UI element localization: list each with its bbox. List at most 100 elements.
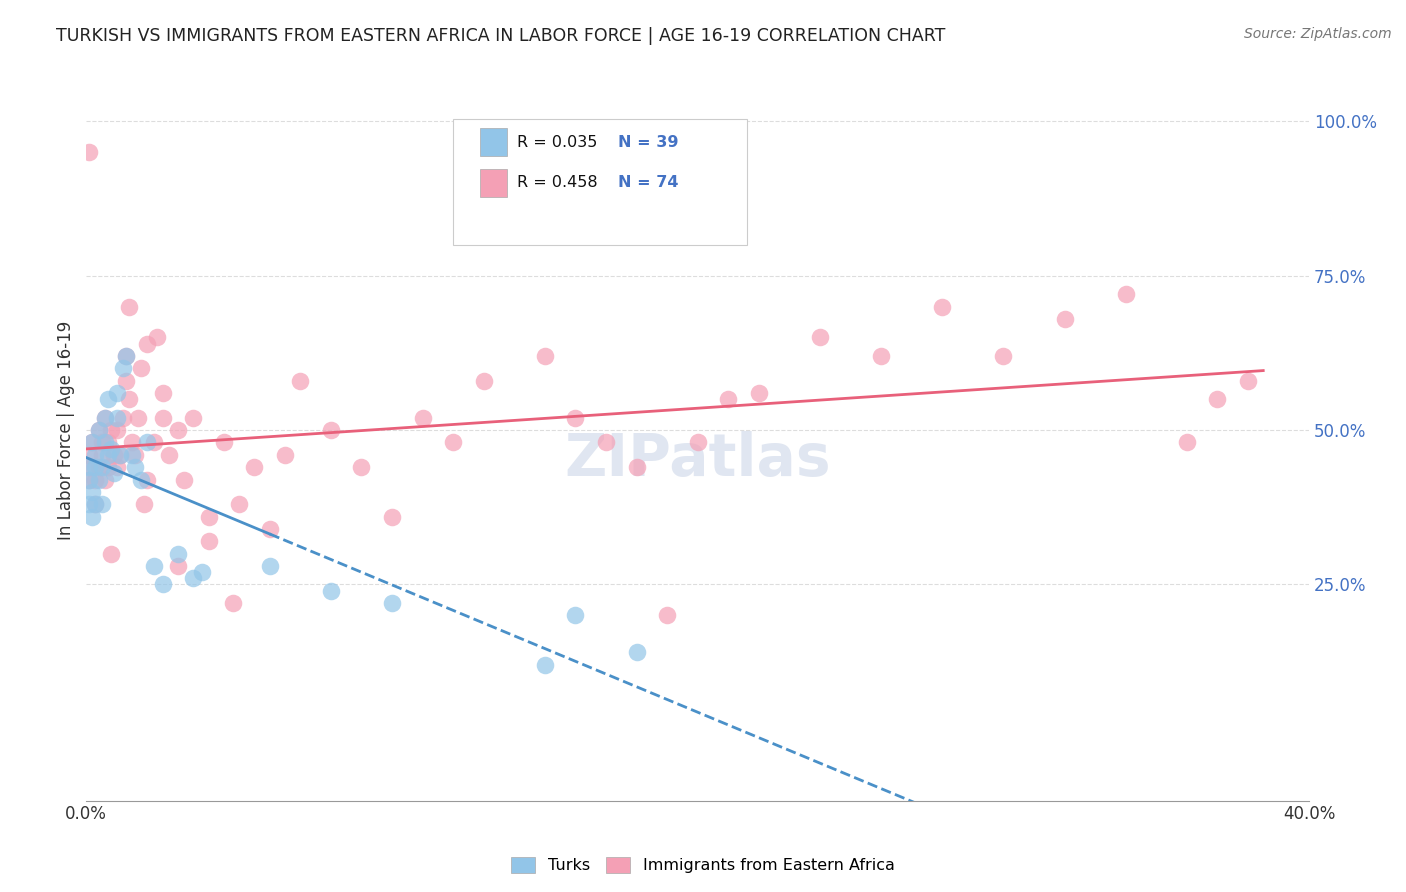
- Point: [105, 386, 128, 401]
- Text: Source: ZipAtlas.com: Source: ZipAtlas.com: [1244, 27, 1392, 41]
- Point: [79, 473, 101, 487]
- Point: [87, 423, 110, 437]
- Point: [157, 448, 180, 462]
- Point: [84, 473, 107, 487]
- Point: [350, 460, 373, 475]
- Point: [136, 336, 159, 351]
- Point: [90, 435, 112, 450]
- Point: [136, 473, 159, 487]
- Point: [121, 448, 143, 462]
- Point: [197, 534, 219, 549]
- Point: [97, 392, 120, 407]
- Point: [90, 497, 112, 511]
- Point: [441, 435, 464, 450]
- Point: [534, 657, 557, 672]
- Point: [534, 349, 557, 363]
- Point: [84, 448, 107, 462]
- Bar: [479, 169, 508, 197]
- FancyBboxPatch shape: [453, 119, 747, 245]
- Point: [118, 392, 141, 407]
- Point: [181, 571, 204, 585]
- Point: [212, 435, 235, 450]
- Point: [79, 448, 101, 462]
- Point: [97, 460, 120, 475]
- Point: [274, 448, 297, 462]
- Point: [105, 423, 128, 437]
- Point: [79, 460, 101, 475]
- Point: [131, 361, 153, 376]
- Point: [124, 460, 146, 475]
- Point: [115, 374, 138, 388]
- Y-axis label: In Labor Force | Age 16-19: In Labor Force | Age 16-19: [58, 320, 75, 540]
- Point: [931, 300, 953, 314]
- Point: [1053, 312, 1076, 326]
- Point: [626, 460, 648, 475]
- Point: [173, 473, 195, 487]
- Point: [105, 410, 128, 425]
- Point: [381, 596, 404, 610]
- Point: [87, 460, 110, 475]
- Point: [197, 509, 219, 524]
- Point: [108, 448, 131, 462]
- Point: [1206, 392, 1229, 407]
- Point: [103, 448, 125, 462]
- Point: [111, 410, 134, 425]
- Point: [100, 547, 122, 561]
- Point: [115, 349, 138, 363]
- Point: [259, 522, 281, 536]
- Point: [84, 497, 107, 511]
- Point: [105, 460, 128, 475]
- Point: [748, 386, 770, 401]
- Point: [82, 460, 104, 475]
- Point: [319, 423, 342, 437]
- Point: [136, 435, 159, 450]
- Point: [595, 435, 617, 450]
- Point: [84, 460, 107, 475]
- Point: [686, 435, 709, 450]
- Point: [191, 565, 214, 579]
- Point: [90, 448, 112, 462]
- Point: [222, 596, 245, 610]
- Point: [152, 386, 174, 401]
- Point: [100, 442, 122, 456]
- Point: [228, 497, 250, 511]
- Point: [145, 330, 167, 344]
- Point: [717, 392, 740, 407]
- Point: [118, 300, 141, 314]
- Point: [79, 145, 101, 160]
- Point: [319, 583, 342, 598]
- Point: [152, 410, 174, 425]
- Point: [472, 374, 495, 388]
- Point: [79, 473, 101, 487]
- Point: [259, 558, 281, 573]
- Point: [181, 410, 204, 425]
- Point: [142, 435, 165, 450]
- Point: [993, 349, 1015, 363]
- Point: [808, 330, 831, 344]
- Point: [167, 547, 190, 561]
- Text: R = 0.035: R = 0.035: [517, 135, 598, 150]
- Point: [82, 435, 104, 450]
- Point: [152, 577, 174, 591]
- Point: [87, 423, 110, 437]
- Point: [655, 608, 678, 623]
- Text: N = 39: N = 39: [619, 135, 679, 150]
- Point: [103, 467, 125, 481]
- Point: [412, 410, 434, 425]
- Point: [93, 473, 115, 487]
- Point: [87, 473, 110, 487]
- Point: [82, 435, 104, 450]
- Point: [167, 558, 190, 573]
- Point: [100, 423, 122, 437]
- Point: [127, 410, 149, 425]
- Point: [1175, 435, 1198, 450]
- Point: [82, 484, 104, 499]
- Point: [97, 435, 120, 450]
- Point: [870, 349, 893, 363]
- Point: [1237, 374, 1260, 388]
- Point: [290, 374, 312, 388]
- Point: [84, 497, 107, 511]
- Point: [115, 349, 138, 363]
- Text: N = 74: N = 74: [619, 175, 679, 190]
- Point: [564, 410, 586, 425]
